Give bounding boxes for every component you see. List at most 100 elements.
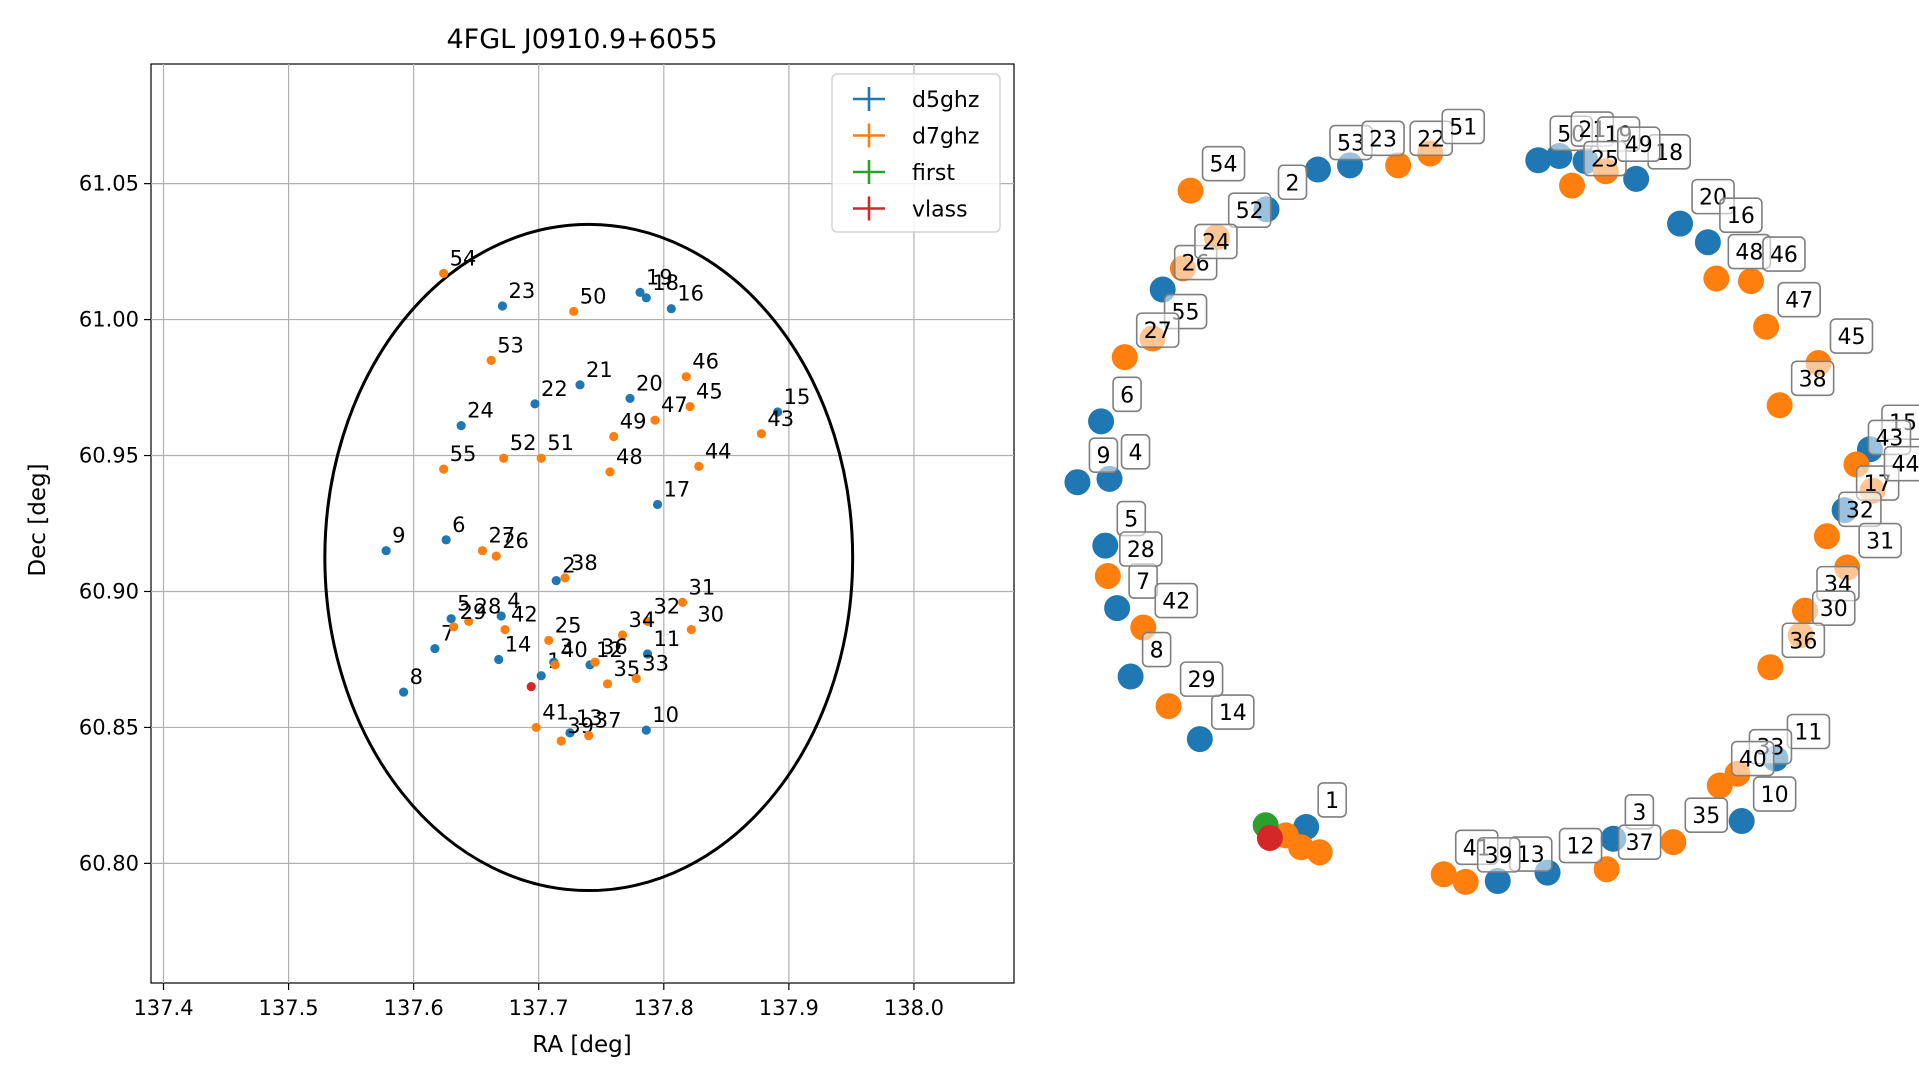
point-d7ghz (499, 453, 509, 463)
point-d7ghz (686, 624, 696, 635)
point-label: 29 (460, 600, 487, 624)
point-label: 41 (542, 700, 569, 724)
legend: d5ghz d7ghz first vlass (831, 73, 1001, 233)
point-label: 28 (475, 594, 502, 618)
point-label: 26 (502, 529, 529, 553)
annotation-box (1317, 782, 1347, 818)
annotation-box (1752, 776, 1797, 812)
point-label: 48 (616, 445, 643, 469)
annotation-label: 11 (1794, 721, 1822, 746)
x-tick-label: 137.8 (634, 996, 694, 1020)
annotation-box (1135, 312, 1180, 348)
point-d7ghz (602, 679, 613, 689)
annotation-label: 40 (1739, 748, 1767, 773)
point-d7ghz (560, 573, 570, 583)
point-d5ghz (496, 611, 506, 621)
annotation-box (1194, 223, 1238, 260)
annotation-label: 35 (1692, 804, 1720, 829)
marker-d7ghz (1559, 172, 1586, 199)
point-label: 36 (601, 635, 628, 659)
annotation-9: 9 (1088, 437, 1119, 473)
point-d5ghz (536, 671, 546, 681)
marker-d7ghz (1177, 177, 1204, 204)
annotation-label: 24 (1202, 230, 1230, 255)
annotation-49: 49 (1616, 126, 1661, 163)
point-d5ghz (565, 728, 575, 738)
annotation-box (1811, 590, 1856, 626)
point-d5ghz (441, 535, 451, 545)
marker-d5ghz (1728, 808, 1755, 835)
point-d5ghz (446, 614, 456, 624)
marker-d5ghz (1293, 813, 1320, 840)
x-tick-label: 137.5 (259, 996, 319, 1020)
marker-d5ghz (1304, 156, 1331, 183)
legend-entry-d7ghz: d7ghz (853, 123, 979, 150)
x-tick-label: 137.6 (384, 996, 444, 1020)
point-d5ghz (641, 293, 651, 303)
annotation-label: 2 (1285, 171, 1299, 196)
marker-d7ghz (1660, 829, 1687, 856)
annotation-5: 5 (1116, 500, 1147, 537)
point-d5ghz (635, 287, 645, 297)
annotation-box (1277, 164, 1308, 201)
annotation-box (1476, 837, 1521, 873)
marker-d5ghz (1092, 532, 1119, 559)
marker-d5ghz (1484, 868, 1511, 895)
point-d7ghz (642, 616, 653, 626)
point-d5ghz (494, 654, 504, 665)
point-label: 42 (511, 603, 538, 627)
point-d5ghz (642, 649, 653, 659)
annotation-box (1361, 120, 1405, 157)
annotation-label: 47 (1785, 289, 1813, 314)
annotation-label: 23 (1369, 127, 1397, 152)
point-label: 8 (410, 665, 423, 689)
point-label: 46 (692, 350, 719, 374)
point-label: 34 (629, 608, 656, 632)
point-d7ghz (590, 657, 600, 667)
point-label: 53 (497, 333, 524, 357)
annotation-label: 49 (1625, 133, 1653, 158)
chart-title: 4FGL J0910.9+6055 (446, 24, 717, 55)
annotation-14: 14 (1211, 694, 1255, 730)
point-d7ghz (486, 355, 496, 365)
annotation-37: 37 (1617, 824, 1662, 861)
annotation-box (1781, 622, 1826, 659)
point-d7ghz (449, 622, 459, 632)
annotation-box (1790, 360, 1835, 397)
point-label: 27 (488, 524, 515, 548)
legend-entry-d5ghz: d5ghz (853, 87, 979, 113)
y-tick-label: 61.00 (79, 308, 139, 332)
point-d7ghz (694, 461, 704, 472)
point-d7ghz (464, 616, 474, 626)
annotation-box (1441, 108, 1486, 145)
annotation-box (1119, 531, 1163, 567)
marker-d7ghz (1791, 597, 1818, 624)
annotation-40: 40 (1730, 740, 1775, 777)
point-label: 4 (507, 589, 520, 613)
annotation-label: 54 (1210, 153, 1238, 178)
point-label: 52 (510, 431, 537, 455)
legend-entry-vlass: vlass (853, 196, 968, 223)
point-d7ghz (650, 415, 660, 425)
point-d7ghz (536, 453, 546, 463)
annotation-12: 12 (1558, 827, 1603, 864)
annotation-box (1201, 145, 1246, 182)
point-label: 17 (664, 477, 691, 501)
annotation-box (1684, 797, 1729, 833)
annotation-label: 4 (1129, 441, 1143, 466)
point-label: 20 (636, 371, 663, 395)
point-label: 23 (508, 279, 535, 303)
annotation-box (1616, 126, 1661, 163)
annotation-box (1179, 661, 1224, 697)
y-tick-label: 60.95 (79, 444, 139, 468)
legend-label: vlass (912, 198, 968, 223)
annotation-32: 32 (1838, 491, 1882, 528)
scatter-points: 8754149613121113102171520212224231918165… (381, 246, 810, 746)
annotation-54: 54 (1201, 145, 1246, 182)
marker-d5ghz (1667, 210, 1694, 237)
marker-d7ghz (1703, 265, 1730, 292)
point-label: 16 (677, 282, 704, 306)
marker-d7ghz (1813, 523, 1840, 550)
point-label: 40 (561, 638, 588, 662)
